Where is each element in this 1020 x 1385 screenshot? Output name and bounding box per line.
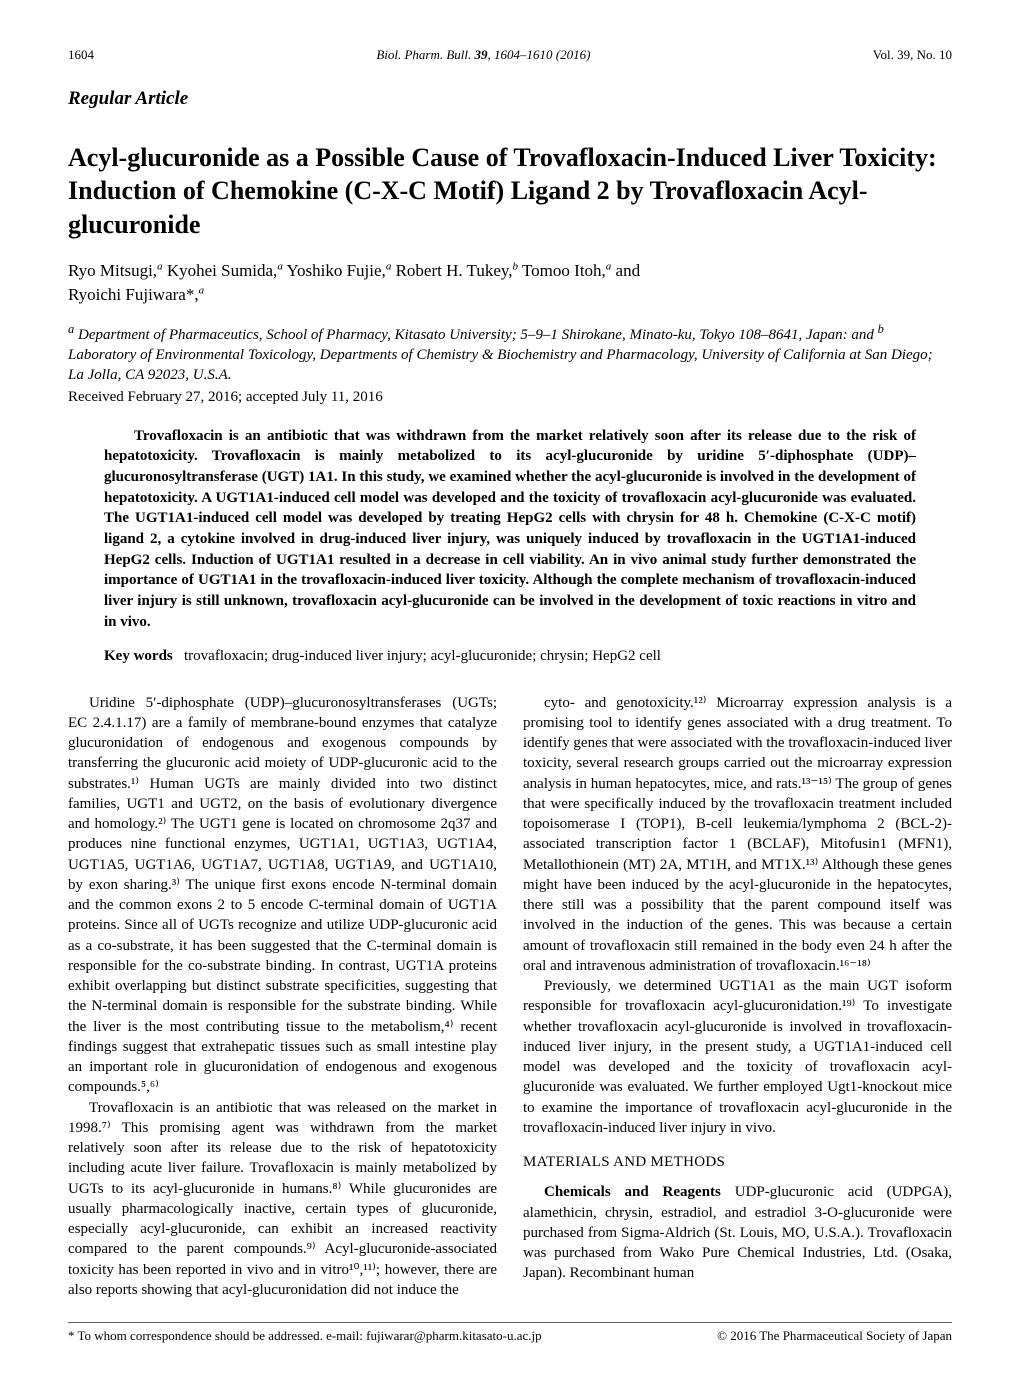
affil-sup: a: [386, 260, 392, 272]
journal-citation: Biol. Pharm. Bull. 39, 1604–1610 (2016): [376, 46, 590, 64]
page-footer: * To whom correspondence should be addre…: [68, 1322, 952, 1345]
affiliation-b: Laboratory of Environmental Toxicology, …: [68, 347, 933, 383]
body-paragraph: Uridine 5′-diphosphate (UDP)–glucuronosy…: [68, 693, 497, 1098]
article-type: Regular Article: [68, 86, 952, 112]
journal-volume: 39: [475, 47, 488, 62]
author: Tomoo Itoh,: [522, 261, 606, 280]
journal-pages: 1604–1610 (2016): [494, 47, 590, 62]
issue-label: Vol. 39, No. 10: [873, 46, 952, 64]
affil-sup: a: [157, 260, 163, 272]
author: Robert H. Tukey,: [396, 261, 513, 280]
author-list: Ryo Mitsugi,a Kyohei Sumida,a Yoshiko Fu…: [68, 259, 952, 307]
keywords-label: Key words: [104, 648, 173, 664]
affil-sup: a: [199, 284, 205, 296]
body-paragraph: Trovafloxacin is an antibiotic that was …: [68, 1098, 497, 1301]
affiliation-a: Department of Pharmaceutics, School of P…: [78, 327, 878, 343]
abstract-text: Trovafloxacin is an antibiotic that was …: [104, 426, 916, 633]
affil-marker: a: [68, 322, 74, 336]
body-paragraph: cyto- and genotoxicity.¹²⁾ Microarray ex…: [523, 693, 952, 977]
running-header: 1604 Biol. Pharm. Bull. 39, 1604–1610 (2…: [68, 46, 952, 64]
journal-name: Biol. Pharm. Bull.: [376, 47, 471, 62]
copyright-notice: © 2016 The Pharmaceutical Society of Jap…: [717, 1327, 952, 1345]
page-number: 1604: [68, 46, 94, 64]
body-paragraph: Chemicals and Reagents UDP-glucuronic ac…: [523, 1182, 952, 1283]
affil-sup: a: [606, 260, 612, 272]
received-date: Received February 27, 2016; accepted Jul…: [68, 387, 952, 407]
author: Ryo Mitsugi,: [68, 261, 157, 280]
abstract: Trovafloxacin is an antibiotic that was …: [68, 426, 952, 633]
article-title: Acyl-glucuronide as a Possible Cause of …: [68, 141, 952, 241]
affil-sup: a: [277, 260, 283, 272]
author: Ryoichi Fujiwara*,: [68, 285, 199, 304]
affil-sup: b: [513, 260, 519, 272]
correspondence-footnote: * To whom correspondence should be addre…: [68, 1327, 717, 1345]
keywords-row: Key words trovafloxacin; drug-induced li…: [68, 646, 952, 666]
author: Yoshiko Fujie,: [286, 261, 385, 280]
affil-marker: b: [878, 322, 884, 336]
section-heading: MATERIALS AND METHODS: [523, 1152, 952, 1172]
body-paragraph: Previously, we determined UGT1A1 as the …: [523, 976, 952, 1138]
body-columns: Uridine 5′-diphosphate (UDP)–glucuronosy…: [68, 693, 952, 1301]
author-and: and: [616, 261, 641, 280]
affiliations: a Department of Pharmaceutics, School of…: [68, 321, 952, 386]
run-in-heading: Chemicals and Reagents: [544, 1184, 721, 1200]
keywords-text: trovafloxacin; drug-induced liver injury…: [184, 648, 661, 664]
author: Kyohei Sumida,: [167, 261, 278, 280]
